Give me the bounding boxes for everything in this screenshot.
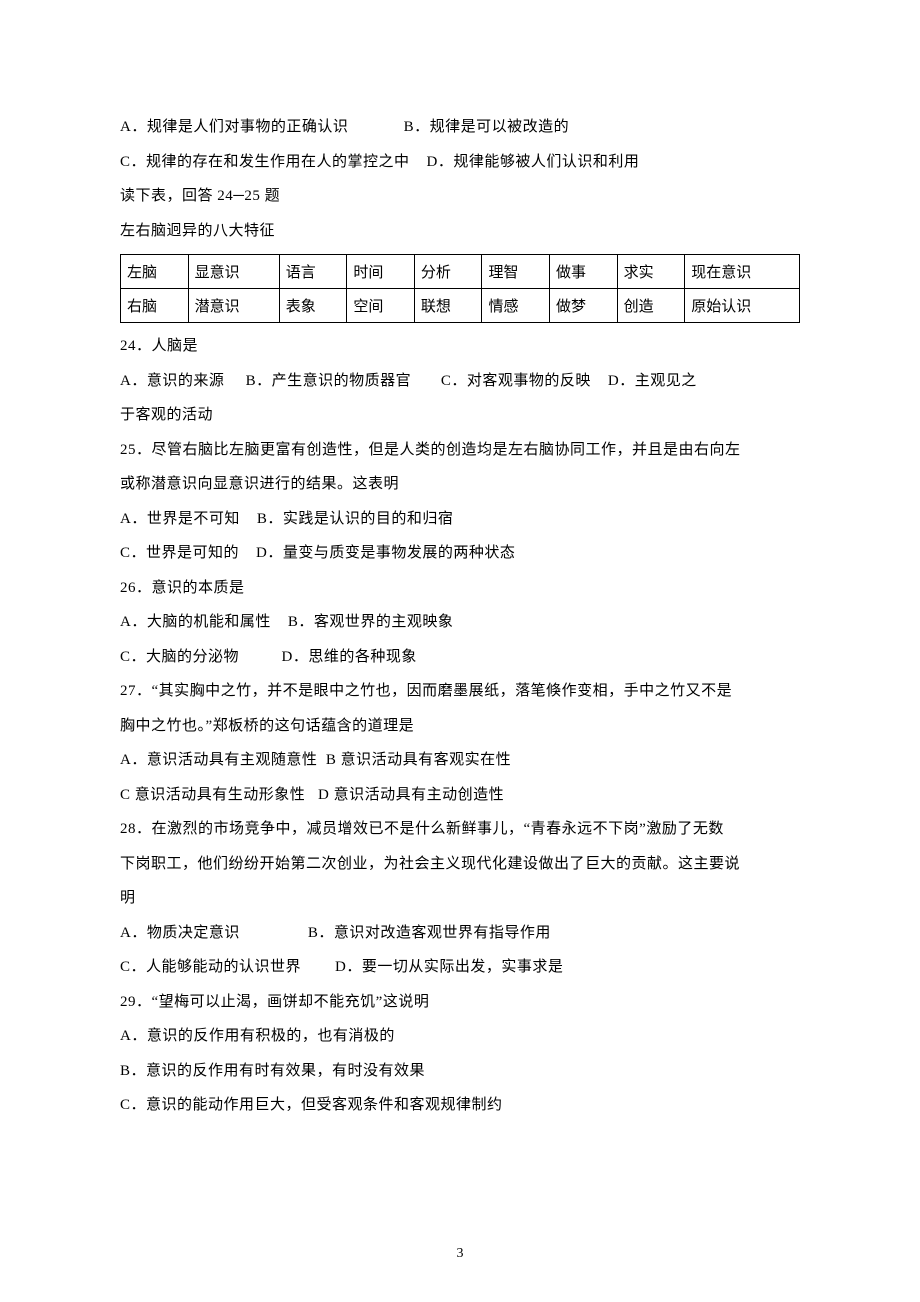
table-row: 右脑 潜意识 表象 空间 联想 情感 做梦 创造 原始认识: [121, 289, 800, 323]
table-cell: 现在意识: [685, 255, 800, 289]
q26-stem: 26．意识的本质是: [120, 571, 800, 606]
q28-stem-3: 明: [120, 881, 800, 916]
q27-optD: D 意识活动具有主动创造性: [318, 787, 504, 803]
q29-optA: A．意识的反作用有积极的，也有消极的: [120, 1019, 800, 1054]
q28-optB: B．意识对改造客观世界有指导作用: [308, 925, 551, 941]
q26-optB: B．客观世界的主观映象: [288, 614, 454, 630]
table-cell: 理智: [482, 255, 550, 289]
table-cell: 时间: [347, 255, 415, 289]
q28-options-line1: A．物质决定意识 B．意识对改造客观世界有指导作用: [120, 916, 800, 951]
table-row: 左脑 显意识 语言 时间 分析 理智 做事 求实 现在意识: [121, 255, 800, 289]
q28-options-line2: C．人能够能动的认识世界 D．要一切从实际出发，实事求是: [120, 950, 800, 985]
q25-optC: C．世界是可知的: [120, 545, 239, 561]
q23-optB: B．规律是可以被改造的: [404, 119, 570, 135]
q27-optA: A．意识活动具有主观随意性: [120, 752, 317, 768]
q28-stem-2: 下岗职工，他们纷纷开始第二次创业，为社会主义现代化建设做出了巨大的贡献。这主要说: [120, 847, 800, 882]
page-number: 3: [0, 1246, 920, 1262]
q24-options-line2: 于客观的活动: [120, 398, 800, 433]
q27-optB: B 意识活动具有客观实在性: [326, 752, 511, 768]
table-cell: 求实: [617, 255, 685, 289]
q29-optC: C．意识的能动作用巨大，但受客观条件和客观规律制约: [120, 1088, 800, 1123]
q28-optD: D．要一切从实际出发，实事求是: [335, 959, 563, 975]
table-cell: 左脑: [121, 255, 189, 289]
table-intro-1: 读下表，回答 24─25 题: [120, 179, 800, 214]
table-cell: 做梦: [550, 289, 618, 323]
table-cell: 创造: [617, 289, 685, 323]
table-cell: 情感: [482, 289, 550, 323]
q27-stem-2: 胸中之竹也。”郑板桥的这句话蕴含的道理是: [120, 709, 800, 744]
table-cell: 空间: [347, 289, 415, 323]
q26-optD: D．思维的各种现象: [282, 649, 417, 665]
q23-optD: D．规律能够被人们认识和利用: [427, 154, 640, 170]
table-cell: 原始认识: [685, 289, 800, 323]
q23-optC: C．规律的存在和发生作用在人的掌控之中: [120, 154, 410, 170]
q25-options-line2: C．世界是可知的 D．量变与质变是事物发展的两种状态: [120, 536, 800, 571]
brain-table: 左脑 显意识 语言 时间 分析 理智 做事 求实 现在意识 右脑 潜意识 表象 …: [120, 254, 800, 323]
q23-options-line1: A．规律是人们对事物的正确认识 B．规律是可以被改造的: [120, 110, 800, 145]
q28-optC: C．人能够能动的认识世界: [120, 959, 301, 975]
q25-optB: B．实践是认识的目的和归宿: [257, 511, 454, 527]
table-intro-2: 左右脑迥异的八大特征: [120, 214, 800, 249]
q26-options-line2: C．大脑的分泌物 D．思维的各种现象: [120, 640, 800, 675]
q25-optA: A．世界是不可知: [120, 511, 240, 527]
q27-options-line2: C 意识活动具有生动形象性 D 意识活动具有主动创造性: [120, 778, 800, 813]
q25-optD: D．量变与质变是事物发展的两种状态: [256, 545, 515, 561]
q26-optA: A．大脑的机能和属性: [120, 614, 271, 630]
q24-stem: 24．人脑是: [120, 329, 800, 364]
q24-optB: B．产生意识的物质器官: [246, 373, 412, 389]
table-cell: 做事: [550, 255, 618, 289]
table-cell: 表象: [279, 289, 347, 323]
q29-stem: 29．“望梅可以止渴，画饼却不能充饥”这说明: [120, 985, 800, 1020]
q25-options-line1: A．世界是不可知 B．实践是认识的目的和归宿: [120, 502, 800, 537]
q28-stem-1: 28．在激烈的市场竞争中，减员增效已不是什么新鲜事儿，“青春永远不下岗”激励了无…: [120, 812, 800, 847]
table-cell: 显意识: [188, 255, 279, 289]
q24-optA: A．意识的来源: [120, 373, 224, 389]
q28-optA: A．物质决定意识: [120, 925, 240, 941]
q23-options-line2: C．规律的存在和发生作用在人的掌控之中 D．规律能够被人们认识和利用: [120, 145, 800, 180]
table-cell: 潜意识: [188, 289, 279, 323]
q24-optD: D．主观见之: [608, 373, 697, 389]
q24-optC: C．对客观事物的反映: [441, 373, 591, 389]
q26-options-line1: A．大脑的机能和属性 B．客观世界的主观映象: [120, 605, 800, 640]
q25-stem-1: 25．尽管右脑比左脑更富有创造性，但是人类的创造均是左右脑协同工作，并且是由右向…: [120, 433, 800, 468]
q24-options-line1: A．意识的来源 B．产生意识的物质器官 C．对客观事物的反映 D．主观见之: [120, 364, 800, 399]
q27-options-line1: A．意识活动具有主观随意性 B 意识活动具有客观实在性: [120, 743, 800, 778]
q27-stem-1: 27．“其实胸中之竹，并不是眼中之竹也，因而磨墨展纸，落笔倏作变相，手中之竹又不…: [120, 674, 800, 709]
q26-optC: C．大脑的分泌物: [120, 649, 239, 665]
q25-stem-2: 或称潜意识向显意识进行的结果。这表明: [120, 467, 800, 502]
q23-optA: A．规律是人们对事物的正确认识: [120, 119, 348, 135]
document-page: A．规律是人们对事物的正确认识 B．规律是可以被改造的 C．规律的存在和发生作用…: [0, 0, 920, 1302]
table-cell: 右脑: [121, 289, 189, 323]
table-cell: 语言: [279, 255, 347, 289]
table-cell: 分析: [414, 255, 482, 289]
q29-optB: B．意识的反作用有时有效果，有时没有效果: [120, 1054, 800, 1089]
table-cell: 联想: [414, 289, 482, 323]
q27-optC: C 意识活动具有生动形象性: [120, 787, 305, 803]
